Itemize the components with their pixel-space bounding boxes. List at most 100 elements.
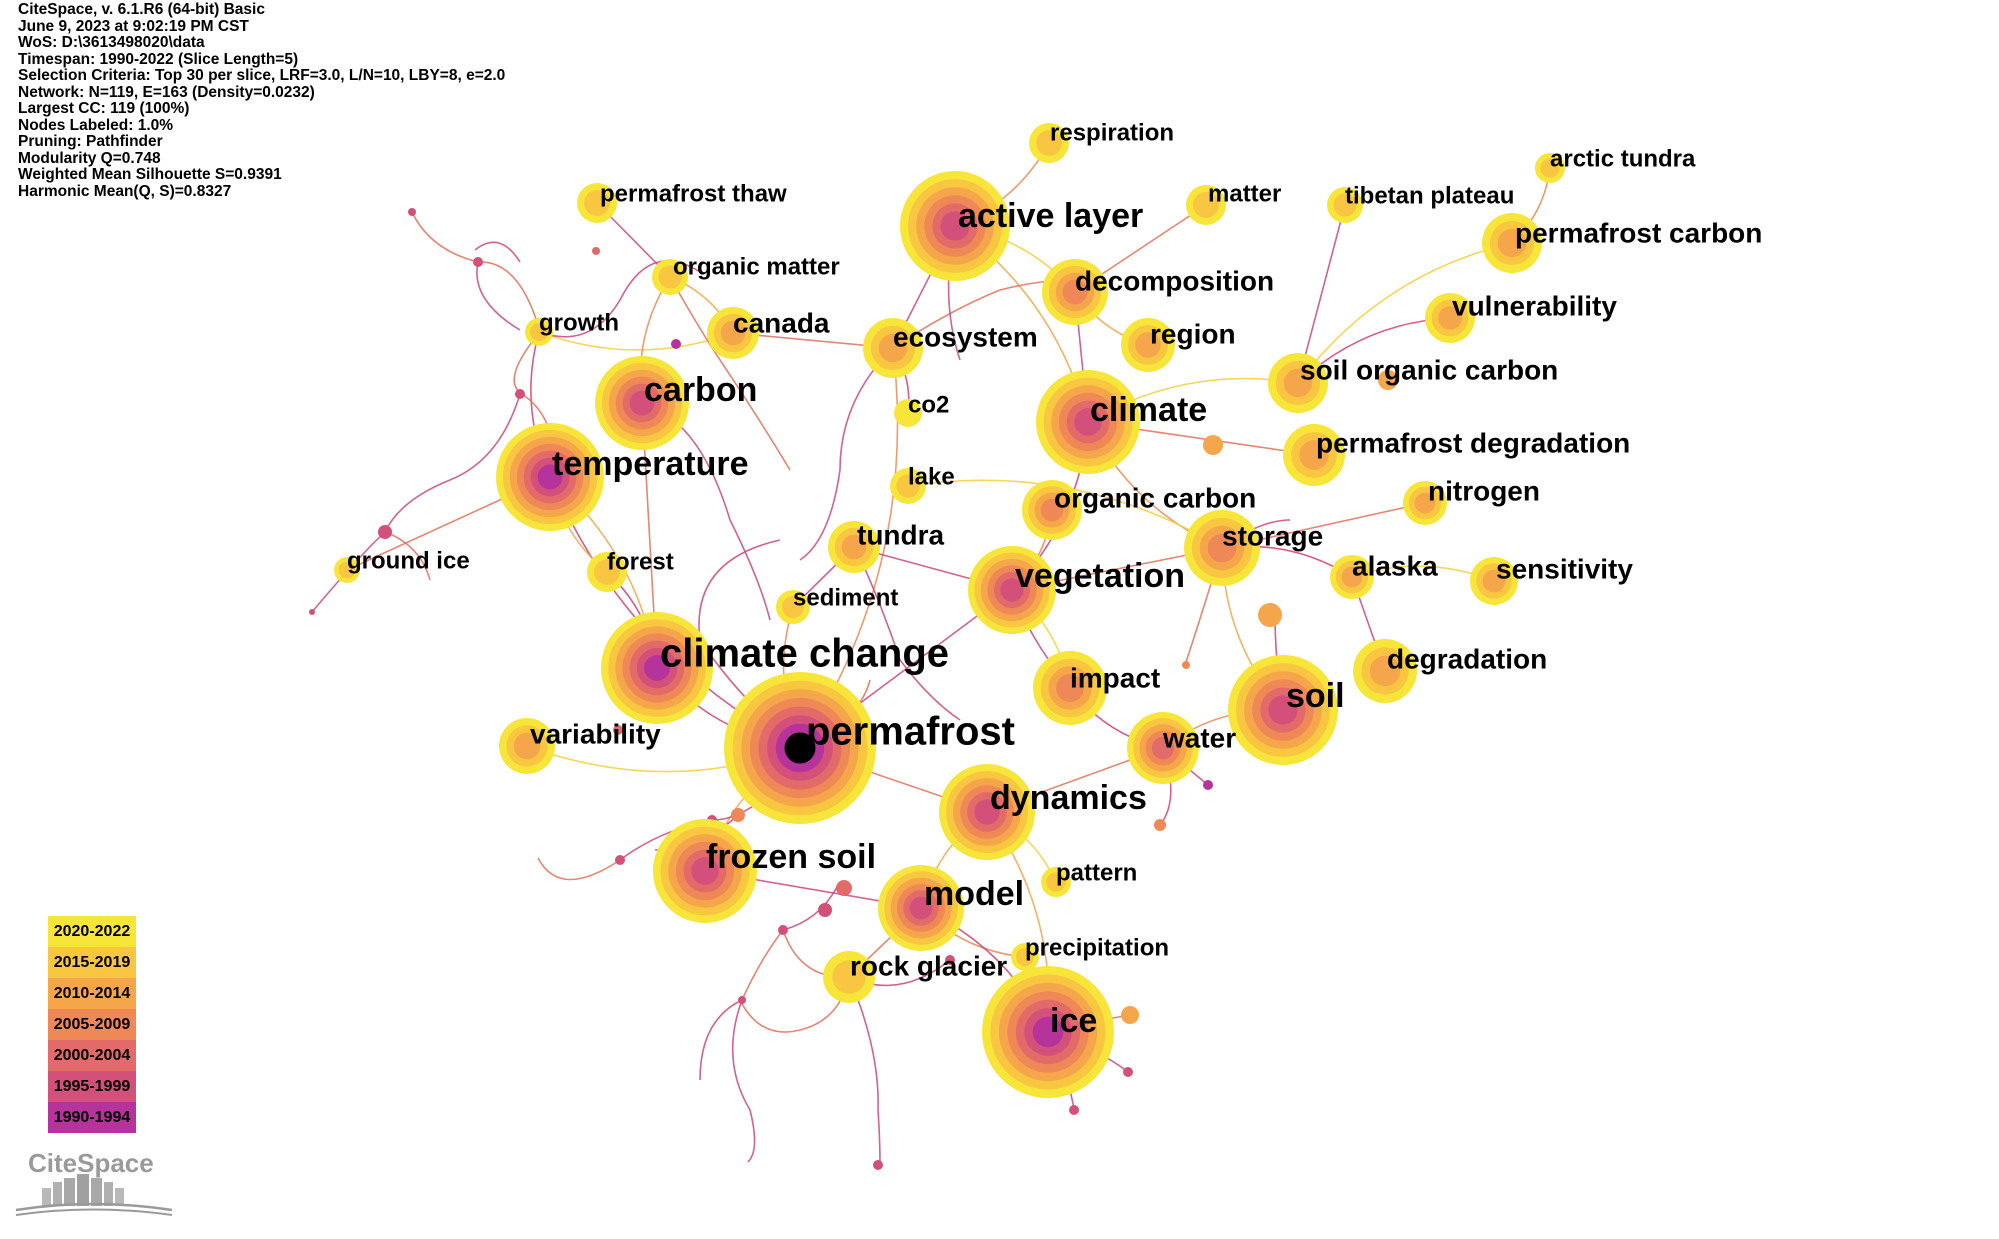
keyword-node (1042, 259, 1108, 325)
keyword-node (1228, 655, 1338, 765)
node-ring (1016, 948, 1034, 966)
node-label: climate (1090, 391, 1207, 429)
node-ring (784, 732, 816, 764)
keyword-node (525, 318, 553, 346)
node-ring (909, 896, 933, 920)
network-edge (476, 261, 521, 331)
minor-node (613, 725, 623, 735)
node-label: soil organic carbon (1300, 354, 1558, 385)
node-label: temperature (552, 445, 749, 483)
keyword-node (652, 259, 688, 295)
node-label: carbon (644, 371, 757, 409)
keyword-node (878, 865, 964, 951)
keyword-node (601, 612, 713, 724)
node-ring (1193, 192, 1219, 218)
node-ring (1046, 872, 1066, 892)
keyword-node (1127, 712, 1199, 784)
network-edge (411, 211, 541, 333)
keyword-node (1041, 867, 1071, 897)
keyword-node (334, 557, 360, 583)
keyword-node (863, 318, 923, 378)
node-ring (629, 390, 655, 416)
keyword-node (894, 399, 922, 427)
keyword-node (1184, 510, 1260, 586)
node-ring (338, 561, 356, 579)
network-edge (854, 546, 961, 721)
network-edge (699, 999, 743, 1081)
keyword-node (776, 590, 810, 624)
legend-item: 2020-2022 (48, 916, 136, 947)
minor-node (945, 955, 955, 965)
node-label: active layer (958, 197, 1143, 235)
node-ring (644, 655, 670, 681)
node-ring (1000, 578, 1024, 602)
network-edge (799, 347, 894, 561)
minor-node (1258, 603, 1282, 627)
keyword-node (1121, 318, 1175, 372)
keyword-node (577, 183, 617, 223)
node-ring (537, 464, 563, 490)
node-label: degradation (1387, 643, 1547, 674)
node-ring (1283, 368, 1313, 398)
legend-item: 1990-1994 (48, 1102, 136, 1133)
logo-graphic (15, 1174, 173, 1216)
node-label: growth (539, 309, 619, 336)
keyword-node (1482, 213, 1542, 273)
node-ring (940, 211, 970, 241)
info-line: Weighted Mean Silhouette S=0.9391 (18, 166, 282, 183)
minor-node (473, 257, 483, 267)
minor-node (1182, 661, 1190, 669)
node-labels: permafrost climate change active layer temp… (347, 119, 1762, 1040)
node-label: vulnerability (1452, 290, 1617, 321)
node-label: arctic tundra (1550, 145, 1696, 172)
node-label: nitrogen (1428, 475, 1540, 506)
node-label: permafrost carbon (1515, 217, 1762, 248)
node-label: decomposition (1075, 265, 1274, 296)
keyword-node (823, 951, 875, 1003)
legend-item: 2000-2004 (48, 1040, 136, 1071)
network-edge (848, 976, 881, 1166)
keyword-node (1403, 481, 1447, 525)
keyword-node (1353, 639, 1417, 703)
node-ring (1540, 158, 1560, 178)
keyword-node (1022, 480, 1082, 540)
node-label: permafrost degradation (1316, 427, 1630, 458)
node-ring (1414, 492, 1436, 514)
node-ring (720, 320, 746, 346)
node-ring (832, 960, 866, 994)
legend-item: 2015-2019 (48, 947, 136, 978)
node-label: storage (1222, 520, 1323, 551)
keyword-node (1535, 153, 1565, 183)
keyword-node (499, 718, 555, 774)
network-edge (741, 929, 784, 1001)
info-line: Nodes Labeled: 1.0% (18, 116, 174, 134)
node-ring (894, 399, 922, 427)
info-line: Largest CC: 119 (100%) (18, 100, 190, 117)
citespace-logo: CiteSpace (12, 1140, 177, 1220)
info-line: CiteSpace, v. 6.1.R6 (64-bit) Basic (18, 1, 265, 18)
node-ring (1151, 736, 1175, 760)
node-label: canada (733, 307, 830, 338)
node-label: co2 (908, 391, 949, 418)
node-ring (1341, 566, 1363, 588)
minor-node (1121, 1006, 1139, 1024)
node-ring (1040, 498, 1064, 522)
network-edge (1297, 242, 1513, 384)
node-ring (1299, 440, 1329, 470)
keyword-node (496, 423, 604, 531)
info-line: June 9, 2023 at 9:02:19 PM CST (18, 17, 249, 35)
minor-node (1154, 819, 1166, 831)
node-label: tundra (857, 519, 945, 550)
keyword-node (1268, 353, 1328, 413)
node-ring (584, 190, 610, 216)
keyword-node (1011, 943, 1039, 971)
node-label: lake (908, 463, 955, 490)
node-label: organic carbon (1054, 482, 1256, 513)
node-ring (513, 732, 541, 760)
keyword-node (1036, 370, 1140, 474)
network-edge (782, 884, 839, 931)
node-ring (896, 474, 920, 498)
minor-node (515, 389, 525, 399)
node-ring (1074, 408, 1102, 436)
